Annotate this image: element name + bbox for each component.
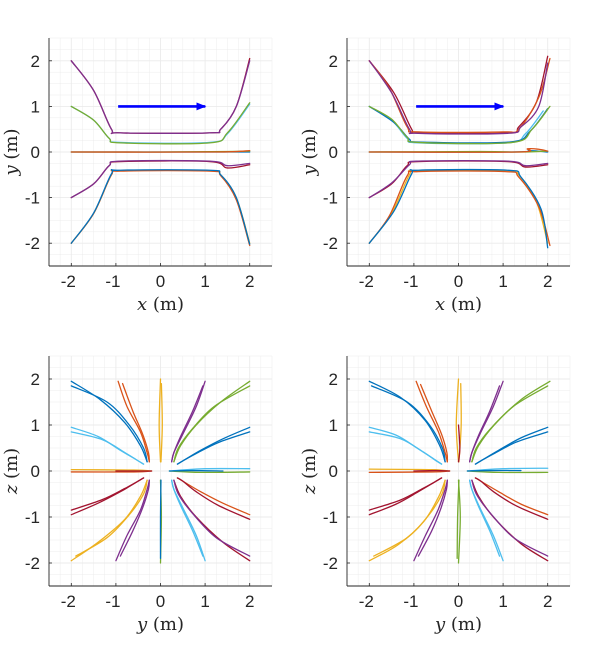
y-tick-label: -2	[323, 554, 338, 573]
x-tick-label: -1	[403, 272, 418, 291]
x-tick-label: 2	[543, 592, 552, 611]
x-tick-label: 0	[454, 272, 463, 291]
x-axis-label-unit: (m)	[147, 294, 184, 315]
y-tick-label: 0	[31, 462, 40, 481]
x-tick-label: -2	[61, 592, 76, 611]
y-tick-label: 2	[329, 52, 338, 71]
y-axis-label-unit: (m)	[1, 128, 22, 165]
y-axis-label: y (m)	[299, 128, 320, 176]
x-tick-label: 1	[200, 272, 209, 291]
x-axis-label-unit: (m)	[445, 294, 482, 315]
x-axis-label-var: x	[435, 294, 445, 315]
y-tick-label: 0	[31, 143, 40, 162]
y-tick-label: 2	[329, 370, 338, 389]
y-tick-label: -2	[25, 234, 40, 253]
y-tick-label: 1	[329, 97, 338, 116]
x-axis-label-var: x	[137, 294, 147, 315]
chart-panel-bottom-left: -2 -1 0 1 2 2 1 0 -1 -2 y (m) z (m)	[1, 356, 272, 635]
y-tick-label: -1	[323, 508, 338, 527]
x-axis-label-unit: (m)	[147, 614, 184, 635]
y-axis-label: z (m)	[299, 448, 320, 495]
y-tick-label: 2	[31, 370, 40, 389]
x-tick-label: 0	[156, 592, 165, 611]
y-tick-label: 2	[31, 52, 40, 71]
x-tick-label: -1	[403, 592, 418, 611]
y-tick-label: 1	[329, 416, 338, 435]
x-tick-label: 0	[156, 272, 165, 291]
y-axis-label-var: z	[299, 484, 320, 495]
x-tick-label: 1	[498, 272, 507, 291]
x-tick-label: -2	[61, 272, 76, 291]
x-tick-label: 2	[245, 272, 254, 291]
x-axis-label: y (m)	[136, 614, 184, 635]
x-axis-label-unit: (m)	[445, 614, 482, 635]
x-axis-label: x (m)	[137, 294, 184, 315]
y-tick-label: 1	[31, 97, 40, 116]
x-tick-label: 1	[200, 592, 209, 611]
x-tick-label: 2	[543, 272, 552, 291]
x-tick-label: -2	[359, 592, 374, 611]
y-tick-label: -2	[323, 234, 338, 253]
y-axis-label-unit: (m)	[299, 128, 320, 165]
x-tick-label: 2	[245, 592, 254, 611]
x-tick-label: 1	[498, 592, 507, 611]
y-tick-label: 1	[31, 416, 40, 435]
y-tick-label: -1	[323, 189, 338, 208]
y-tick-label: 0	[329, 462, 338, 481]
y-axis-label-unit: (m)	[299, 448, 320, 485]
y-axis-label-var: z	[1, 484, 22, 495]
y-axis-label: y (m)	[1, 128, 22, 176]
x-axis-label: x (m)	[435, 294, 482, 315]
chart-panel-bottom-right: -2 -1 0 1 2 2 1 0 -1 -2 y (m) z (m)	[299, 356, 570, 635]
y-axis-label-unit: (m)	[1, 448, 22, 485]
y-tick-label: 0	[329, 143, 338, 162]
x-tick-label: -1	[105, 592, 120, 611]
y-tick-label: -2	[25, 554, 40, 573]
x-tick-label: -1	[105, 272, 120, 291]
x-axis-label: y (m)	[434, 614, 482, 635]
x-tick-label: -2	[359, 272, 374, 291]
y-tick-label: -1	[25, 508, 40, 527]
y-tick-label: -1	[25, 189, 40, 208]
x-tick-label: 0	[454, 592, 463, 611]
y-axis-label: z (m)	[1, 448, 22, 495]
